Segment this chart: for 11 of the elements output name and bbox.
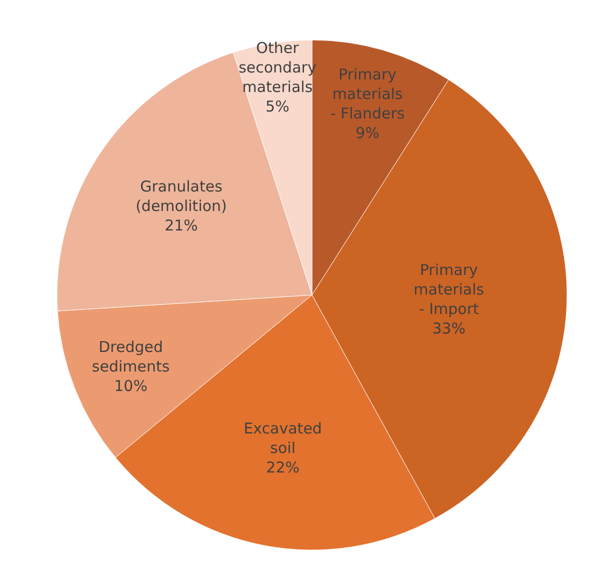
data-label: 5% <box>266 97 290 116</box>
data-label: 9% <box>356 124 380 142</box>
slice-label: Primary materials - Import <box>414 261 484 318</box>
slice-label: Dredged sediments <box>92 338 170 376</box>
slice-label: Excavated soil <box>244 419 322 457</box>
data-label: 10% <box>114 377 148 396</box>
data-label: 33% <box>432 320 466 338</box>
slice-label: Primary materials - Flanders <box>330 65 405 122</box>
slice-label: Granulates (demolition) <box>136 178 227 216</box>
data-label: 21% <box>164 216 198 235</box>
data-label: 22% <box>266 458 300 476</box>
